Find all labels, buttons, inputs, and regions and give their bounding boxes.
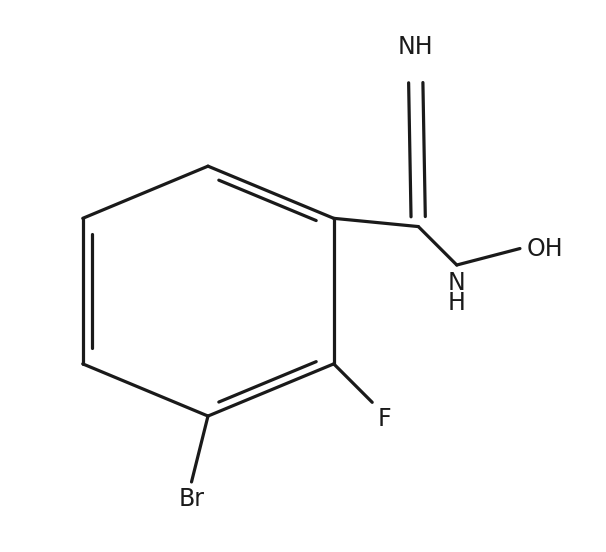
Text: NH: NH	[398, 35, 433, 59]
Text: F: F	[378, 407, 391, 431]
Text: Br: Br	[179, 487, 204, 512]
Text: N: N	[448, 270, 465, 295]
Text: H: H	[448, 291, 466, 315]
Text: OH: OH	[527, 237, 563, 261]
